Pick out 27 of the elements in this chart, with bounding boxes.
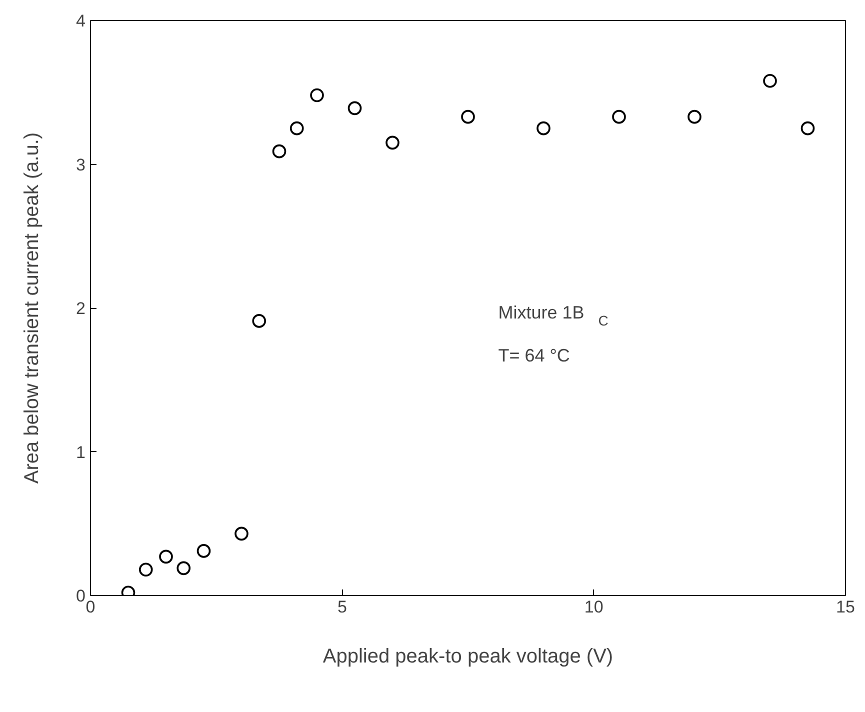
point <box>252 314 266 328</box>
point <box>612 110 626 124</box>
y-axis-title: Area below transient current peak (a.u.) <box>21 132 44 484</box>
point <box>290 121 304 136</box>
point <box>536 121 550 136</box>
x-axis-title: Applied peak-to peak voltage (V) <box>322 646 614 668</box>
point <box>763 74 777 88</box>
point <box>272 144 286 158</box>
y-tick-label: 4 <box>76 12 86 30</box>
point <box>176 561 191 576</box>
x-tick-label: 5 <box>337 598 347 616</box>
x-tick-label: 10 <box>584 598 604 616</box>
annotation: T= 64 °C <box>498 346 570 366</box>
y-tick-label: 2 <box>76 299 86 318</box>
point <box>348 101 362 116</box>
point <box>196 544 211 558</box>
point <box>138 562 153 577</box>
point <box>159 550 173 564</box>
point <box>234 526 248 541</box>
point <box>688 110 702 124</box>
point <box>386 136 400 150</box>
x-tick-label: 15 <box>836 598 855 616</box>
y-tick-label: 1 <box>76 442 86 462</box>
point <box>310 88 324 102</box>
point <box>800 121 815 136</box>
y-tick-label: 3 <box>76 155 86 174</box>
point <box>461 110 475 124</box>
